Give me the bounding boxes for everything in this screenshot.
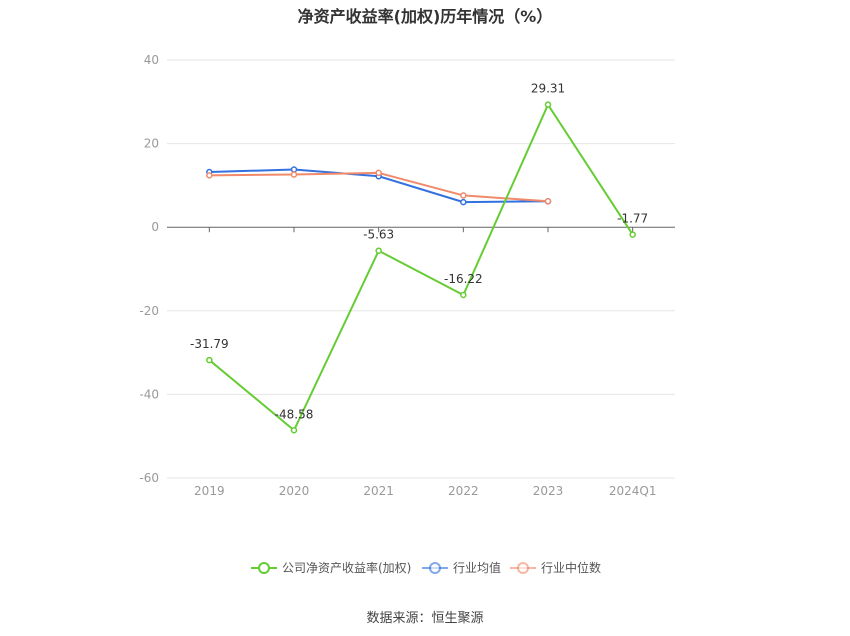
data-point	[206, 172, 213, 179]
legend-item: 行业均值	[422, 560, 501, 575]
y-tick-label: -40	[139, 387, 159, 401]
chart-title: 净资产收益率(加权)历年情况（%）	[297, 7, 553, 26]
legend-swatch-marker	[517, 562, 529, 574]
x-tick-label: 2019	[194, 484, 225, 498]
data-point	[290, 171, 298, 178]
x-tick-label: 2024Q1	[609, 484, 657, 498]
y-tick-label: -20	[139, 304, 159, 318]
x-tick-label: 2022	[448, 484, 479, 498]
data-point	[629, 231, 636, 238]
legend-label: 行业中位数	[541, 560, 601, 575]
data-label: -48.58	[275, 407, 314, 421]
y-tick-label: 40	[144, 53, 159, 67]
data-point	[460, 192, 467, 199]
data-point	[460, 198, 467, 206]
x-tick-label: 2021	[363, 484, 394, 498]
legend-swatch-marker	[258, 562, 270, 574]
data-point	[544, 198, 552, 205]
axis-layer: 40 20 0 -20 -40 -60 2019 2020 2021 2022 2023 2024Q1	[139, 53, 675, 498]
series-line	[208, 103, 634, 432]
legend: 公司净资产收益率(加权) 行业均值 行业中位数	[251, 560, 601, 575]
legend-label: 公司净资产收益率(加权)	[282, 560, 411, 575]
data-point	[460, 291, 467, 299]
data-point	[375, 247, 382, 254]
roe-line-chart: 40 20 0 -20 -40 -60 2019 2020 2021 2022 2023 2024Q1…	[139, 53, 675, 575]
data-label: -16.22	[444, 272, 483, 286]
y-tick-label: 20	[144, 137, 159, 151]
legend-swatch-marker	[429, 562, 441, 574]
x-tick-label: 2023	[533, 484, 564, 498]
legend-item: 公司净资产收益率(加权)	[251, 560, 411, 575]
data-source: 数据来源：恒生聚源	[366, 611, 484, 626]
data-label: -1.77	[617, 212, 648, 226]
data-point	[290, 166, 298, 173]
data-label: -31.79	[190, 337, 229, 351]
y-tick-label: 0	[151, 220, 159, 234]
series-layer	[206, 101, 636, 434]
data-point	[206, 356, 213, 364]
y-tick-label: -60	[139, 471, 159, 485]
grid-layer	[167, 59, 675, 479]
data-point	[290, 427, 298, 434]
legend-item: 行业中位数	[510, 560, 601, 575]
legend-label: 行业均值	[453, 560, 501, 575]
data-point	[375, 169, 382, 177]
data-label: -5.63	[363, 228, 394, 242]
x-tick-label: 2020	[279, 484, 310, 498]
data-label: 29.31	[531, 82, 565, 96]
data-label-layer: -31.79 -48.58 -5.63 -16.22 29.31 -1.77	[190, 82, 648, 422]
data-point	[544, 101, 552, 108]
